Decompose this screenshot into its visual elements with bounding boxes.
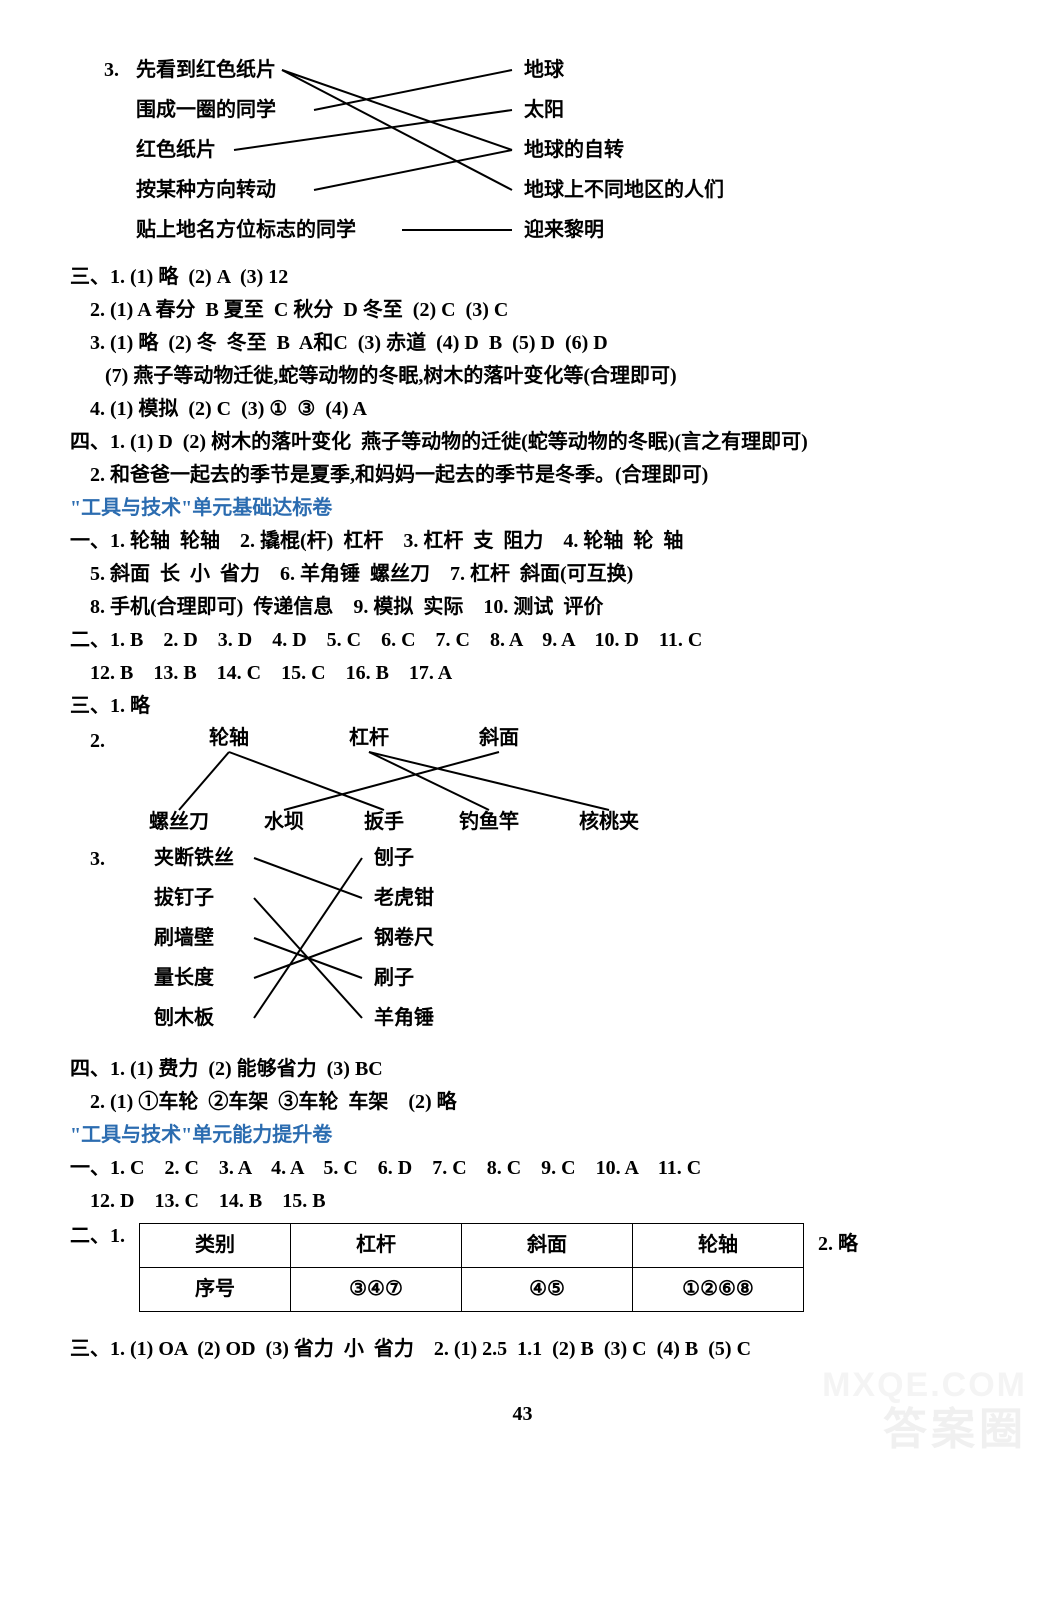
svg-text:老虎钳: 老虎钳 [374,885,434,909]
answer-line: 2. (1) A 春分 B 夏至 C 秋分 D 冬至 (2) C (3) C [70,295,975,326]
table-cell: ①②⑥⑧ [633,1268,804,1312]
match-diagram-2-row: 2. 轮轴 杠杆 斜面螺丝刀 水坝 扳手 钓鱼竿 核桃夹 [70,724,975,842]
match1-svg: 3. 先看到红色纸片围成一圈的同学红色纸片按某种方向转动贴上地名方位标志的同学 地… [104,50,904,260]
table-prefix: 二、1. [70,1221,125,1252]
table-header-cell: 轮轴 [633,1224,804,1268]
svg-text:钢卷尺: 钢卷尺 [374,925,434,949]
category-table: 类别杠杆斜面轮轴序号③④⑦④⑤①②⑥⑧ [139,1223,804,1312]
table-suffix: 2. 略 [818,1221,858,1260]
answer-line: 四、1. (1) 费力 (2) 能够省力 (3) BC [70,1054,975,1085]
svg-text:地球: 地球 [524,58,565,81]
answer-line: 5. 斜面 长 小 省力 6. 羊角锤 螺丝刀 7. 杠杆 斜面(可互换) [70,559,975,590]
answer-line: 四、1. (1) D (2) 树木的落叶变化 燕子等动物的迁徙(蛇等动物的冬眠)… [70,427,975,458]
unit-title-1: "工具与技术"单元基础达标卷 [70,493,975,524]
answer-line: 三、1. (1) 略 (2) A (3) 12 [70,262,975,293]
answer-line: 三、1. 略 [70,691,975,722]
table-row-wrap: 二、1. 类别杠杆斜面轮轴序号③④⑦④⑤①②⑥⑧ 2. 略 [70,1219,975,1312]
answer-line: 12. D 13. C 14. B 15. B [70,1186,975,1217]
svg-text:水坝: 水坝 [264,810,304,833]
svg-text:刨木板: 刨木板 [153,1005,215,1029]
section-a: 三、1. (1) 略 (2) A (3) 12 2. (1) A 春分 B 夏至… [70,262,975,491]
svg-text:太阳: 太阳 [524,98,564,121]
svg-text:按某种方向转动: 按某种方向转动 [136,177,276,201]
table-cell: ④⑤ [462,1268,633,1312]
match2-svg: 轮轴 杠杆 斜面螺丝刀 水坝 扳手 钓鱼竿 核桃夹 [109,724,749,842]
answer-line: 4. (1) 模拟 (2) C (3) ① ③ (4) A [70,394,975,425]
answer-line: 一、1. C 2. C 3. A 4. A 5. C 6. D 7. C 8. … [70,1153,975,1184]
svg-text:刷子: 刷子 [374,966,414,989]
svg-text:刨子: 刨子 [373,845,414,869]
svg-text:核桃夹: 核桃夹 [579,809,639,833]
svg-text:迎来黎明: 迎来黎明 [524,217,604,241]
match3-prefix: 3. [70,844,114,1050]
answer-line: 12. B 13. B 14. C 15. C 16. B 17. A [70,658,975,689]
svg-text:量长度: 量长度 [154,965,215,989]
table-cell: 序号 [140,1268,291,1312]
svg-text:刷墙壁: 刷墙壁 [154,925,214,949]
answer-line: 8. 手机(合理即可) 传递信息 9. 模拟 实际 10. 测试 评价 [70,592,975,623]
svg-text:扳手: 扳手 [364,809,404,833]
svg-text:拔钉子: 拔钉子 [154,885,214,909]
svg-text:钓鱼竿: 钓鱼竿 [459,809,519,833]
answer-line: 2. 和爸爸一起去的季节是夏季,和妈妈一起去的季节是冬季。(合理即可) [70,460,975,491]
watermark-brand: 答案圈 [883,1396,1027,1464]
svg-text:斜面: 斜面 [478,725,519,749]
svg-text:螺丝刀: 螺丝刀 [149,809,209,833]
table-header-cell: 斜面 [462,1224,633,1268]
svg-text:3.: 3. [104,59,119,81]
match2-prefix: 2. [70,726,109,840]
answer-line: (7) 燕子等动物迁徙,蛇等动物的冬眠,树木的落叶变化等(合理即可) [70,361,975,392]
unit-title-2: "工具与技术"单元能力提升卷 [70,1120,975,1151]
svg-text:杠杆: 杠杆 [349,726,389,749]
answer-line: 二、1. B 2. D 3. D 4. D 5. C 6. C 7. C 8. … [70,625,975,656]
table-header-cell: 类别 [140,1224,291,1268]
svg-text:地球的自转: 地球的自转 [524,137,624,161]
match-diagram-1: 3. 先看到红色纸片围成一圈的同学红色纸片按某种方向转动贴上地名方位标志的同学 地… [70,50,975,260]
match3-svg: 夹断铁丝拔钉子刷墙壁量长度刨木板 刨子老虎钳钢卷尺刷子羊角锤 [114,842,634,1052]
section-c: 四、1. (1) 费力 (2) 能够省力 (3) BC 2. (1) ①车轮 ②… [70,1054,975,1118]
svg-text:围成一圈的同学: 围成一圈的同学 [136,97,276,121]
table-cell: ③④⑦ [291,1268,462,1312]
svg-text:羊角锤: 羊角锤 [374,1005,434,1029]
section-d: 一、1. C 2. C 3. A 4. A 5. C 6. D 7. C 8. … [70,1153,975,1217]
answer-line: 一、1. 轮轴 轮轴 2. 撬棍(杆) 杠杆 3. 杠杆 支 阻力 4. 轮轴 … [70,526,975,557]
match-diagram-3-row: 3. 夹断铁丝拔钉子刷墙壁量长度刨木板 刨子老虎钳钢卷尺刷子羊角锤 [70,842,975,1052]
svg-text:地球上不同地区的人们: 地球上不同地区的人们 [524,177,724,201]
svg-text:夹断铁丝: 夹断铁丝 [154,845,234,869]
svg-text:先看到红色纸片: 先看到红色纸片 [136,57,276,81]
answer-line: 3. (1) 略 (2) 冬 冬至 B A和C (3) 赤道 (4) D B (… [70,328,975,359]
svg-text:红色纸片: 红色纸片 [136,137,216,161]
answer-line: 2. (1) ①车轮 ②车架 ③车轮 车架 (2) 略 [70,1087,975,1118]
svg-text:轮轴: 轮轴 [209,725,249,749]
section-b: 一、1. 轮轴 轮轴 2. 撬棍(杆) 杠杆 3. 杠杆 支 阻力 4. 轮轴 … [70,526,975,722]
svg-text:贴上地名方位标志的同学: 贴上地名方位标志的同学 [136,217,356,241]
table-header-cell: 杠杆 [291,1224,462,1268]
